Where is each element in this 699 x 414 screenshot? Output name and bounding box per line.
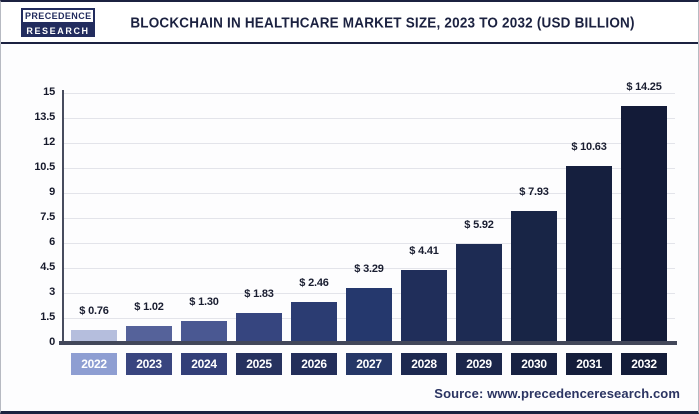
bar-value-label: $ 1.02 bbox=[134, 301, 164, 313]
bar-2024: $ 1.30 bbox=[181, 296, 227, 343]
bar-value-label: $ 3.29 bbox=[354, 263, 384, 276]
y-tick-label: 1.5 bbox=[40, 311, 55, 323]
x-axis-labels: 2022 2023 2024 2025 2026 2027 2028 2029 2030 2031… bbox=[63, 353, 675, 375]
source-text: Source: www.precedenceresearch.com bbox=[434, 386, 680, 401]
y-axis-line bbox=[62, 90, 64, 343]
bar-value-label: $ 7.93 bbox=[519, 185, 549, 198]
x-axis-line bbox=[59, 341, 677, 345]
x-label-2029: 2029 bbox=[456, 353, 502, 375]
bar-2030: $ 7.93 bbox=[511, 186, 557, 343]
bar-2028: $ 4.41 bbox=[401, 245, 447, 343]
y-tick-label: 15 bbox=[43, 86, 55, 98]
x-label-2032: 2032 bbox=[621, 353, 667, 375]
gridline bbox=[63, 193, 675, 194]
y-tick-label: 0 bbox=[49, 336, 55, 348]
gridline bbox=[63, 93, 675, 94]
logo-line-precedence: PRECEDENCE bbox=[21, 8, 95, 24]
bar-value-label: $ 4.41 bbox=[409, 244, 439, 257]
y-tick-label: 9 bbox=[49, 186, 55, 198]
gridline bbox=[63, 268, 675, 269]
x-label-2022: 2022 bbox=[71, 353, 117, 375]
bars-row: $ 0.76 $ 1.02 $ 1.30 $ 1.83 $ 2.46 $ 3.29 $ 4.… bbox=[63, 81, 675, 343]
gridline bbox=[63, 243, 675, 244]
logo-line-research: RESEARCH bbox=[21, 24, 95, 37]
y-tick-label: 3 bbox=[49, 286, 55, 298]
bar-2023: $ 1.02 bbox=[126, 301, 172, 343]
x-label-2031: 2031 bbox=[566, 353, 612, 375]
gridline bbox=[63, 168, 675, 169]
bar-value-label: $ 5.92 bbox=[464, 219, 494, 232]
x-label-2028: 2028 bbox=[401, 353, 447, 375]
x-label-2023: 2023 bbox=[126, 353, 172, 375]
gridline bbox=[63, 218, 675, 219]
header: PRECEDENCE RESEARCH BLOCKCHAIN IN HEALTH… bbox=[1, 2, 698, 44]
x-label-2025: 2025 bbox=[236, 353, 282, 375]
bar-value-label: $ 14.25 bbox=[626, 80, 662, 93]
gridline bbox=[63, 143, 675, 144]
y-tick-label: 10.5 bbox=[34, 161, 55, 173]
x-label-2024: 2024 bbox=[181, 353, 227, 375]
bar-2026: $ 2.46 bbox=[291, 277, 337, 343]
bar-2022: $ 0.76 bbox=[71, 305, 117, 343]
y-tick-label: 12 bbox=[43, 136, 55, 148]
bar-2029: $ 5.92 bbox=[456, 219, 502, 343]
bar-value-label: $ 0.76 bbox=[79, 305, 109, 318]
bar-2032: $ 14.25 bbox=[621, 81, 667, 343]
bar-value-label: $ 10.63 bbox=[571, 140, 607, 153]
bar-2025: $ 1.83 bbox=[236, 288, 282, 343]
x-label-2026: 2026 bbox=[291, 353, 337, 375]
x-label-2030: 2030 bbox=[511, 353, 557, 375]
y-tick-label: 6 bbox=[49, 236, 55, 248]
y-tick-label: 4.5 bbox=[40, 261, 55, 273]
chart-title: BLOCKCHAIN IN HEALTHCARE MARKET SIZE, 20… bbox=[130, 13, 635, 31]
gridline bbox=[63, 118, 675, 119]
bar-value-label: $ 1.83 bbox=[244, 287, 274, 300]
x-label-2027: 2027 bbox=[346, 353, 392, 375]
y-tick-label: 7.5 bbox=[40, 211, 55, 223]
y-tick-label: 13.5 bbox=[34, 111, 55, 123]
bar-value-label: $ 2.46 bbox=[299, 277, 329, 289]
bar-2027: $ 3.29 bbox=[346, 263, 392, 343]
bar-2031: $ 10.63 bbox=[566, 141, 612, 343]
bar-value-label: $ 1.30 bbox=[189, 296, 219, 309]
precedence-research-logo: PRECEDENCE RESEARCH bbox=[21, 8, 95, 37]
